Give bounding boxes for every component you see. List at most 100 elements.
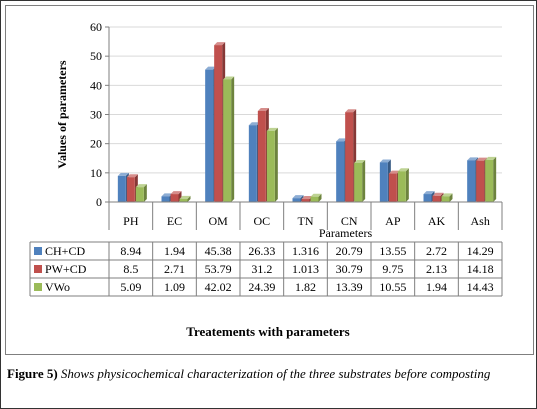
legend-label: VWo [45,280,70,294]
bar [432,195,441,202]
x-axis-title-top: Parameters [319,226,373,240]
x-tick-label: CN [341,214,358,228]
data-table-cell: 13.55 [379,244,406,258]
data-table-cell: 9.75 [382,262,403,276]
bar-top [432,192,444,196]
bar-top [126,174,138,178]
y-tick-label: 0 [96,195,102,209]
bar [345,112,354,202]
bar-side [187,195,191,202]
data-table-cell: 26.33 [248,244,275,258]
chart-area: 0 10 20 30 40 50 60 Parameters PH EC OM OC TN CN AP AK A… [5,5,534,355]
bar-side [493,156,497,202]
bar-side [318,193,322,202]
bar-top [388,170,400,174]
bar [205,69,214,202]
bar-top [476,157,488,161]
x-tick-label: TN [298,214,314,228]
y-tick-label: 50 [90,49,102,63]
bar-top [423,191,435,195]
data-table-cell: 24.39 [248,280,275,294]
legend-label: CH+CD [45,244,85,258]
bar-top [397,168,409,172]
bar [467,160,476,202]
bar [248,125,257,202]
data-table-cell: 14.29 [467,244,494,258]
bar-chart: 0 10 20 30 40 50 60 Parameters PH EC OM OC TN CN AP AK A… [29,20,503,339]
bar-top [117,172,129,176]
bar-top [179,195,191,199]
y-tick-label: 60 [90,20,102,34]
bar-side [449,193,453,202]
data-table-cell: 31.2 [251,262,272,276]
bar-side [405,168,409,202]
bar-top [485,156,497,160]
bar-top [441,193,453,197]
bar-top [248,122,260,126]
y-tick-label: 10 [90,166,102,180]
bar [441,196,450,202]
data-table-cell: 1.316 [292,244,319,258]
bar [214,45,223,202]
bar [388,173,397,202]
y-tick-label: 40 [90,78,102,92]
x-axis-title: Treatements with parameters [186,324,349,339]
figure-caption: Figure 5) Shows physicochemical characte… [7,365,531,383]
bar-top [161,193,173,197]
data-table-cell: 1.94 [164,244,185,258]
y-tick-label: 30 [90,108,102,122]
legend-swatch [34,265,42,273]
data-table-cell: 45.38 [205,244,232,258]
bar [179,198,188,202]
x-tick-label: EC [167,214,182,228]
data-table-cell: 2.72 [426,244,447,258]
bar-top [205,66,217,70]
bar-top [257,108,269,111]
data-table-cell: 10.55 [379,280,406,294]
bar-top [135,184,147,188]
bar [301,199,310,202]
bar-side [362,159,366,202]
bar-top [354,159,366,163]
bar-side [143,184,147,202]
data-table-cell: 1.94 [426,280,447,294]
bar [485,159,494,202]
data-table-cell: 20.79 [336,244,363,258]
data-table-cell: 14.43 [467,280,494,294]
figure-label: Figure 5) [7,366,58,381]
bar [223,79,232,202]
y-tick-label: 20 [90,137,102,151]
bar [354,162,363,202]
bar-top [379,159,391,163]
data-table-cell: 2.13 [426,262,447,276]
bar [423,194,432,202]
bar-top [345,109,357,113]
bar-top [266,127,278,131]
bar [135,187,144,202]
data-table-cell: 1.013 [292,262,319,276]
x-tick-label: AP [385,214,401,228]
data-table-cell: 1.82 [295,280,316,294]
bar [310,196,319,202]
legend-swatch [34,283,42,291]
x-tick-label: OM [208,214,228,228]
data-table-cell: 42.02 [205,280,232,294]
legend-swatch [34,247,42,255]
bar [126,177,135,202]
bar-top [223,76,235,80]
data-table-cell: 53.79 [205,262,232,276]
figure-caption-text: Shows physicochemical characterization o… [60,366,491,381]
bar [266,130,275,202]
bar [257,111,266,202]
data-table-cell: 30.79 [336,262,363,276]
data-table-cell: 8.5 [123,262,138,276]
data-table-cell: 2.71 [164,262,185,276]
x-tick-label: OC [253,214,270,228]
bar [117,175,126,202]
bar-side [231,76,235,202]
x-tick-label: Ash [470,214,489,228]
data-table-cell: 14.18 [467,262,494,276]
data-table-cell: 8.94 [120,244,141,258]
bar [336,141,345,202]
bar-top [336,138,348,142]
